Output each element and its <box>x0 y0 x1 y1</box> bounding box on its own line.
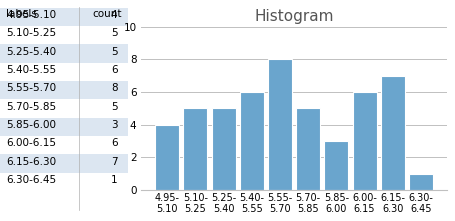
Text: 8: 8 <box>111 83 117 93</box>
Bar <box>239 92 263 190</box>
Text: 5.85-6.00: 5.85-6.00 <box>6 120 56 130</box>
Title: Histogram: Histogram <box>254 9 333 24</box>
Text: 1: 1 <box>111 175 117 185</box>
Bar <box>0 81 127 99</box>
Bar <box>408 174 432 190</box>
Text: 6: 6 <box>111 138 117 148</box>
Bar <box>324 141 348 190</box>
Text: 5.55-5.70: 5.55-5.70 <box>6 83 56 93</box>
Text: 5: 5 <box>111 102 117 112</box>
Bar <box>211 108 235 190</box>
Text: 5: 5 <box>111 47 117 57</box>
Bar <box>0 8 127 26</box>
Text: 5.25-5.40: 5.25-5.40 <box>6 47 56 57</box>
Text: 5.70-5.85: 5.70-5.85 <box>6 102 56 112</box>
Text: 6.15-6.30: 6.15-6.30 <box>6 157 56 167</box>
Bar <box>183 108 207 190</box>
Bar <box>0 173 127 191</box>
Text: count: count <box>92 9 121 19</box>
Bar <box>0 118 127 136</box>
Text: 6.30-6.45: 6.30-6.45 <box>6 175 56 185</box>
Bar <box>155 125 179 190</box>
Text: labels: labels <box>6 9 37 19</box>
Text: 5.10-5.25: 5.10-5.25 <box>6 28 56 38</box>
Text: 4.95-5.10: 4.95-5.10 <box>6 10 56 20</box>
Text: 5.40-5.55: 5.40-5.55 <box>6 65 56 75</box>
Bar <box>0 26 127 44</box>
Bar <box>352 92 376 190</box>
Text: 3: 3 <box>111 120 117 130</box>
Bar <box>0 44 127 63</box>
Bar <box>380 76 404 190</box>
Text: 7: 7 <box>111 157 117 167</box>
Text: 4: 4 <box>111 10 117 20</box>
Text: 5: 5 <box>111 28 117 38</box>
Bar <box>296 108 319 190</box>
Bar <box>0 63 127 81</box>
Bar <box>268 59 291 190</box>
Bar <box>0 154 127 173</box>
Text: 6.00-6.15: 6.00-6.15 <box>6 138 56 148</box>
Text: 6: 6 <box>111 65 117 75</box>
Bar <box>0 136 127 154</box>
Bar <box>0 99 127 118</box>
